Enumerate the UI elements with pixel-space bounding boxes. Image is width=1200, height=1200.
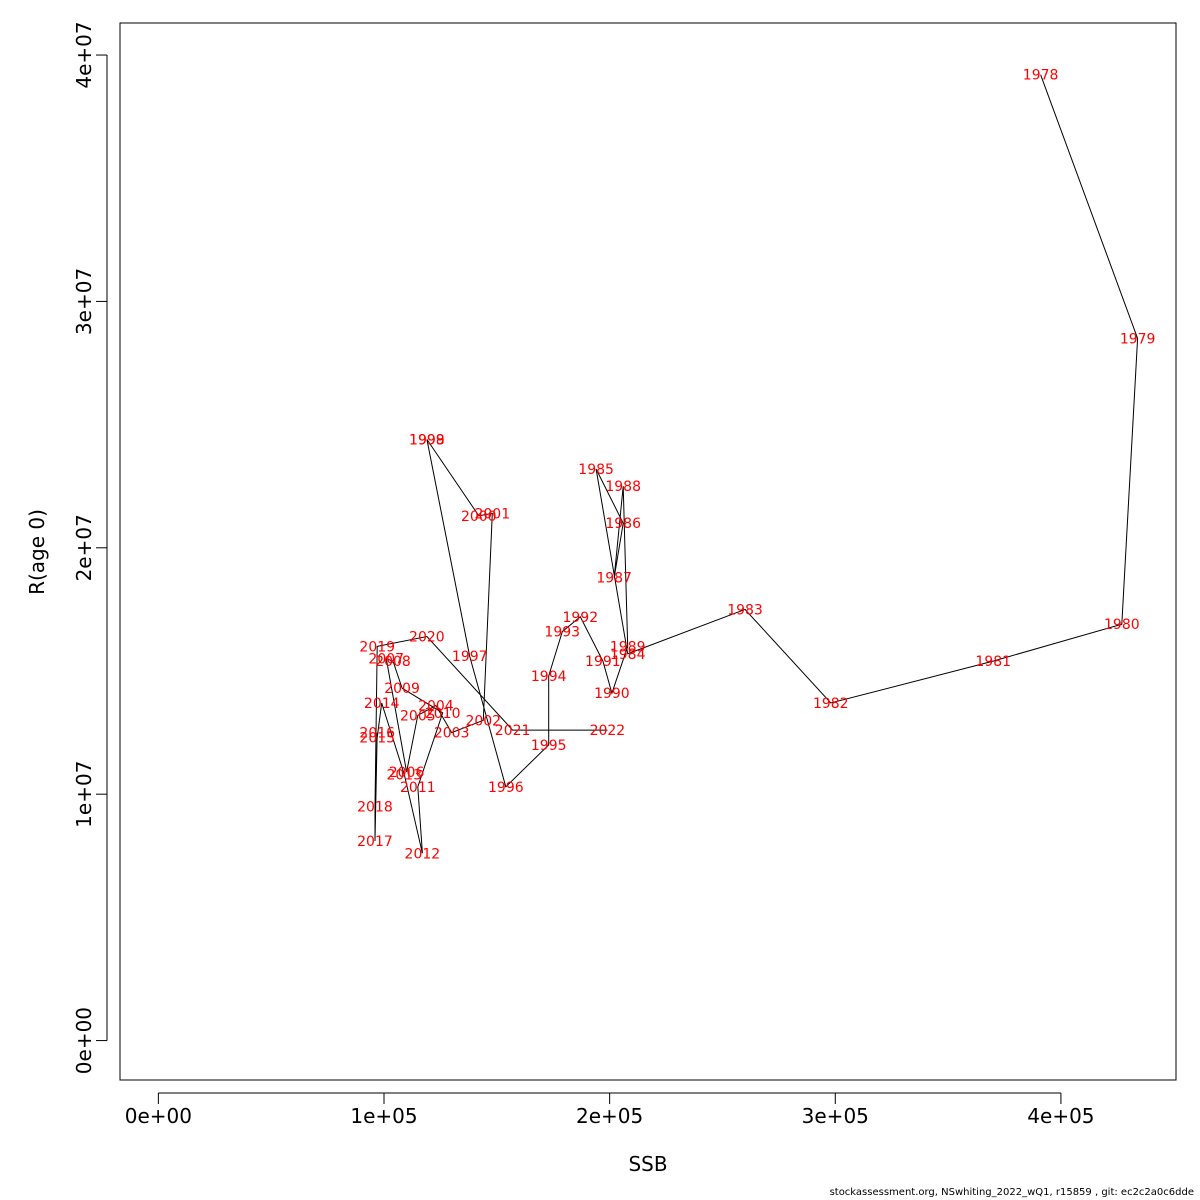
year-label: 1991: [585, 654, 621, 670]
year-label: 1997: [452, 649, 488, 665]
x-tick-label: 0e+00: [125, 1104, 192, 1128]
x-axis: 0e+00 1e+05 2e+05 3e+05 4e+05: [125, 1092, 1095, 1128]
year-label: 1986: [605, 516, 641, 532]
y-tick-label: 3e+07: [72, 268, 96, 335]
year-label: 2012: [405, 846, 441, 862]
year-label: 2020: [409, 630, 445, 646]
year-label: 2016: [359, 726, 395, 742]
year-label: 2021: [495, 723, 531, 739]
year-label: 2018: [357, 800, 393, 816]
year-label: 1988: [605, 479, 641, 495]
year-label: 1979: [1120, 331, 1156, 347]
year-label: 1984: [610, 647, 646, 663]
year-label: 2003: [434, 726, 470, 742]
year-label: 2022: [590, 723, 626, 739]
year-label: 2002: [465, 713, 501, 729]
year-label: 1993: [544, 625, 580, 641]
y-tick-label: 4e+07: [72, 21, 96, 88]
year-label: 2011: [400, 780, 436, 796]
year-label: 2014: [364, 696, 400, 712]
year-label: 2008: [375, 654, 411, 670]
year-label: 1987: [596, 570, 632, 586]
y-tick-label: 2e+07: [72, 514, 96, 581]
year-label: 1996: [488, 780, 524, 796]
year-label: 1990: [594, 686, 630, 702]
year-label: 2004: [418, 698, 454, 714]
y-axis-title: R(age 0): [25, 509, 49, 595]
year-label: 2007: [368, 652, 404, 668]
year-label: 2006: [389, 765, 425, 781]
sr-trajectory-line: [374, 74, 1139, 854]
year-label: 2017: [357, 834, 393, 850]
year-label: 2019: [359, 639, 395, 655]
x-tick-label: 3e+05: [802, 1104, 869, 1128]
year-label: 1992: [562, 610, 598, 626]
year-label: 1998: [409, 432, 445, 448]
year-label: 1985: [578, 462, 614, 478]
year-label: 1982: [813, 696, 849, 712]
x-tick-label: 4e+05: [1027, 1104, 1094, 1128]
year-label: 2015: [359, 731, 395, 747]
year-label: 1983: [727, 602, 763, 618]
year-label: 2010: [425, 706, 461, 722]
year-label: 2005: [400, 708, 436, 724]
plot-frame: [119, 22, 1177, 1081]
year-label: 2009: [384, 681, 420, 697]
year-label: 1980: [1104, 617, 1140, 633]
y-tick-label: 1e+07: [72, 761, 96, 828]
year-label: 1999: [409, 432, 445, 448]
year-label: 2000: [461, 509, 497, 525]
y-tick-label: 0e+00: [72, 1007, 96, 1074]
year-label: 1994: [531, 669, 567, 685]
x-tick-label: 1e+05: [350, 1104, 417, 1128]
year-label: 1995: [531, 738, 567, 754]
year-label: 2013: [386, 767, 422, 783]
year-labels: 1978 1979 1980 1981 1982 1983 1984 1985 1986 1987…: [357, 68, 1155, 863]
year-label: 2001: [474, 506, 510, 522]
year-label: 1978: [1023, 68, 1059, 84]
y-axis: 0e+00 1e+07 2e+07 3e+07 4e+07: [72, 21, 108, 1074]
year-label: 1981: [975, 654, 1011, 670]
x-tick-label: 2e+05: [576, 1104, 643, 1128]
x-axis-title: SSB: [628, 1152, 667, 1176]
year-label: 1989: [610, 639, 646, 655]
footer-credit: stockassessment.org, NSwhiting_2022_wQ1,…: [829, 1187, 1194, 1198]
